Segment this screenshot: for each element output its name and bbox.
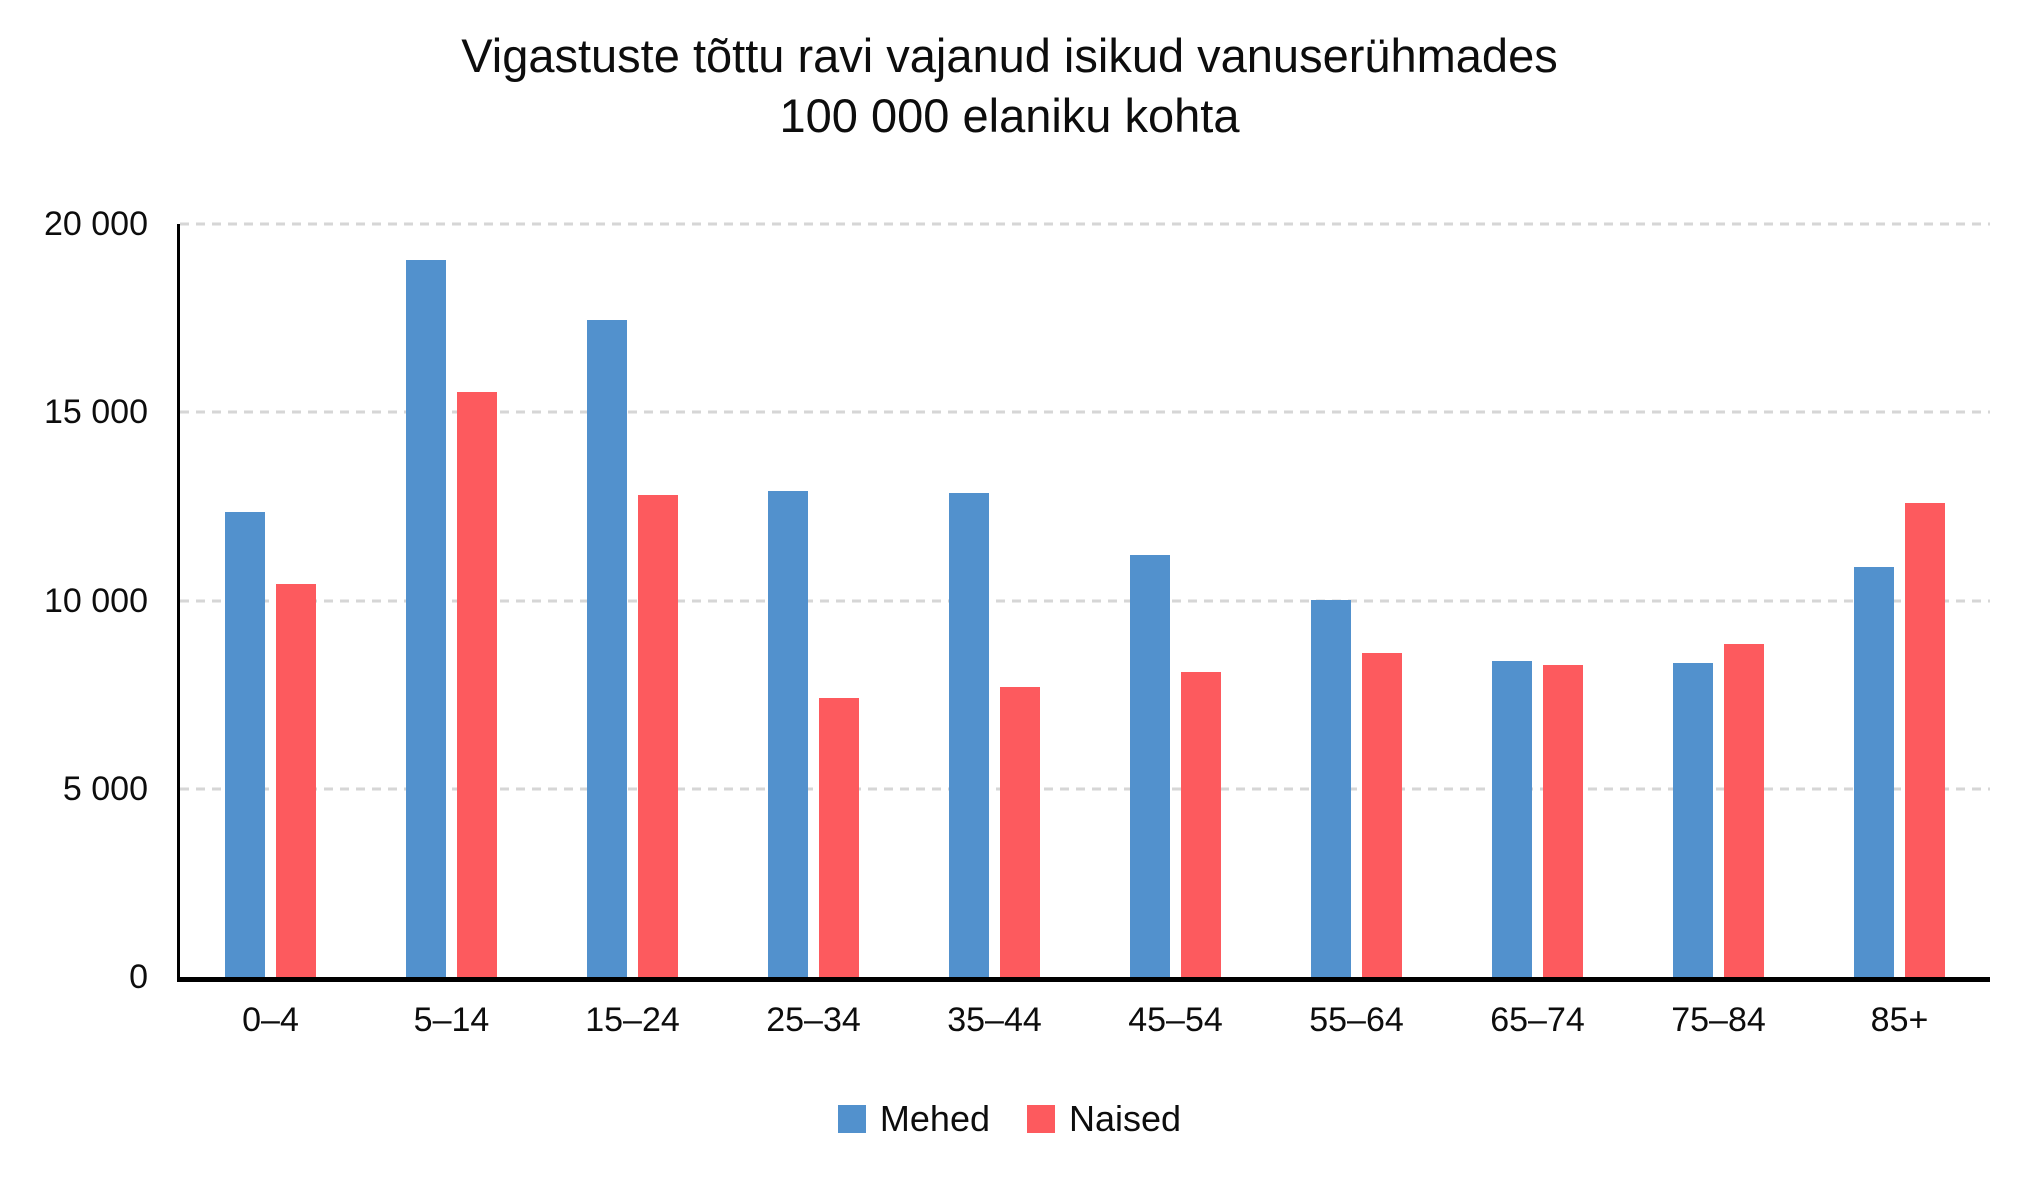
y-axis-tick-label: 0 [129,958,148,996]
bar-group-75–84 [1628,224,1809,977]
bar-group-0–4 [180,224,361,977]
bar-group-55–64 [1266,224,1447,977]
x-axis-tick-label: 35–44 [947,1001,1042,1039]
legend-label-mehed: Mehed [879,1098,990,1139]
gridline-5000 [180,787,1990,791]
legend-item-mehed: Mehed [837,1098,990,1140]
y-axis-tick-label: 5 000 [62,769,148,808]
bar-mehed-5–14 [406,260,446,977]
x-axis-tick-label: 85+ [1870,1001,1929,1039]
bar-group-65–74 [1447,224,1628,977]
bar-naised-15–24 [638,495,678,977]
y-axis-tick-label: 15 000 [44,393,148,432]
legend: Mehed Naised [0,1098,2019,1140]
x-axis-tick-label: 55–64 [1309,1001,1404,1039]
bar-group-45–54 [1085,224,1266,977]
chart-title: Vigastuste tõttu ravi vajanud isikud van… [0,26,2019,146]
bar-mehed-85+ [1854,567,1894,977]
chart-title-line1: Vigastuste tõttu ravi vajanud isikud van… [461,29,1558,82]
gridline-15000 [180,410,1990,414]
legend-item-naised: Naised [1027,1098,1181,1140]
bar-mehed-0–4 [225,512,265,977]
y-axis-tick-label: 10 000 [44,581,148,620]
bar-group-35–44 [904,224,1085,977]
bar-mehed-15–24 [587,320,627,977]
legend-swatch-naised [1027,1105,1055,1133]
legend-label-naised: Naised [1069,1098,1182,1139]
legend-swatch-mehed [837,1105,866,1133]
x-axis-tick-label: 65–74 [1490,1001,1585,1039]
x-axis-tick-label: 45–54 [1128,1001,1223,1039]
x-axis-tick-label: 75–84 [1671,1001,1766,1039]
bar-mehed-45–54 [1130,555,1170,977]
bar-naised-75–84 [1724,644,1764,977]
bar-naised-0–4 [276,584,316,977]
plot-area [177,222,1990,982]
bar-naised-25–34 [819,698,859,977]
bar-naised-55–64 [1362,653,1402,977]
y-axis-line [177,224,180,977]
y-axis-tick-label: 20 000 [44,205,148,243]
x-axis-tick-label: 25–34 [766,1001,861,1039]
x-axis-tick-label: 0–4 [242,1001,299,1039]
bar-group-5–14 [361,224,542,977]
gridline-20000 [180,222,1990,226]
bar-naised-5–14 [457,392,497,977]
bar-mehed-55–64 [1311,600,1351,977]
x-axis-tick-label: 5–14 [413,1001,490,1039]
bar-naised-45–54 [1181,672,1221,977]
gridline-10000 [180,599,1990,602]
chart-title-line2: 100 000 elaniku kohta [779,89,1240,142]
bar-group-25–34 [723,224,904,977]
bar-mehed-25–34 [768,491,808,977]
bar-mehed-75–84 [1673,663,1713,977]
bar-group-85+ [1809,224,1990,977]
bar-mehed-65–74 [1492,661,1532,977]
bar-naised-85+ [1905,503,1945,977]
bar-group-15–24 [542,224,723,977]
bar-naised-65–74 [1543,665,1583,977]
x-axis-tick-label: 15–24 [585,1001,680,1039]
bar-naised-35–44 [1000,687,1040,977]
bar-mehed-35–44 [949,493,989,977]
x-axis-line [177,977,1990,982]
